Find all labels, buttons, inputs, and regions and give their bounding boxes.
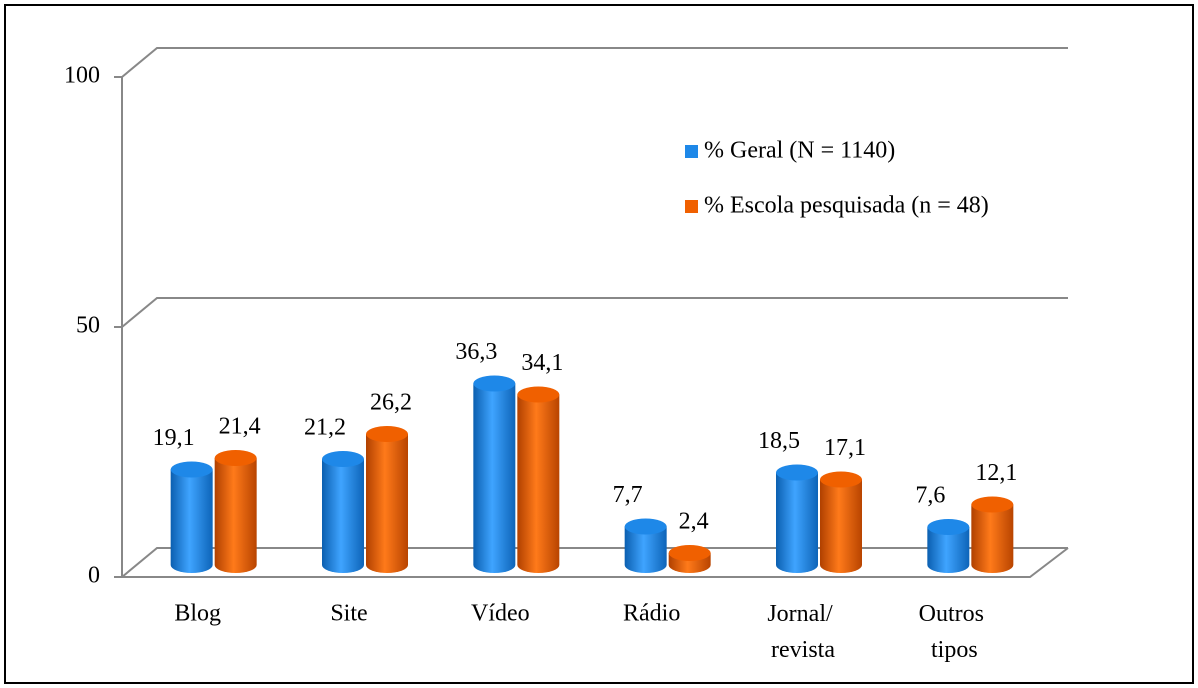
bar-top	[473, 375, 516, 392]
grid-line	[121, 547, 1068, 578]
value-label: 34,1	[521, 350, 563, 376]
bar-top	[170, 461, 213, 478]
bar-top	[366, 426, 408, 442]
bar	[473, 383, 516, 573]
value-label: 2,4	[679, 509, 709, 535]
x-tick-label: Jornal/ revista	[767, 601, 838, 663]
x-tick-label: Rádio	[623, 601, 680, 627]
value-label: 17,1	[824, 435, 866, 461]
value-label: 7,7	[613, 482, 643, 508]
x-tick-label: Outros tipos	[919, 601, 990, 663]
x-tick-label: Vídeo	[471, 601, 530, 627]
legend-label: % Geral (N = 1140)	[704, 138, 895, 164]
x-tick-label: Blog	[174, 601, 221, 627]
value-label: 7,6	[915, 483, 945, 509]
bar-top	[820, 471, 862, 488]
bar-top	[322, 451, 364, 467]
y-tick-label: 50	[76, 313, 100, 339]
legend-swatch	[685, 145, 698, 158]
value-label: 19,1	[153, 425, 195, 451]
value-label: 36,3	[455, 339, 497, 365]
floor-edge	[122, 547, 1069, 578]
bar-top	[776, 464, 818, 481]
grid-line	[121, 297, 1068, 328]
bar	[170, 469, 213, 573]
value-label: 21,2	[304, 415, 346, 441]
bar-top	[971, 496, 1014, 513]
bar	[214, 458, 257, 573]
value-label: 12,1	[975, 460, 1017, 486]
bar	[820, 479, 862, 573]
bar	[366, 434, 408, 573]
bar	[624, 526, 667, 573]
frame	[4, 4, 1194, 684]
bar	[971, 504, 1014, 573]
legend-label: % Escola pesquisada (n = 48)	[704, 193, 989, 219]
bar	[776, 472, 818, 573]
bar-top	[668, 545, 711, 561]
bar-top	[214, 450, 257, 466]
x-tick-label: Site	[330, 601, 367, 627]
bar	[322, 459, 364, 573]
legend-swatch	[685, 200, 698, 213]
bar	[927, 527, 970, 573]
grid-line	[121, 47, 1068, 78]
y-tick-label: 100	[64, 63, 100, 89]
value-label: 18,5	[758, 428, 800, 454]
bar-top	[624, 518, 667, 535]
bar-top	[927, 519, 970, 535]
y-tick-label: 0	[88, 563, 100, 589]
bar-top	[517, 386, 560, 403]
value-label: 21,4	[219, 414, 261, 440]
value-label: 26,2	[370, 390, 412, 416]
bar	[517, 394, 560, 573]
